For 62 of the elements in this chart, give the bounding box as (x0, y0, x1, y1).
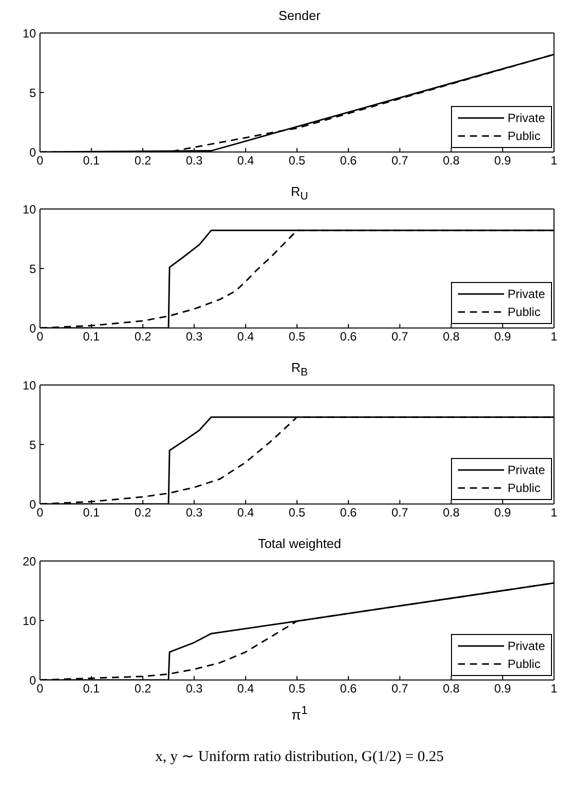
legend-label: Public (508, 129, 540, 143)
x-tick-label: 1 (550, 154, 558, 168)
x-tick-label: 0.1 (83, 154, 100, 168)
x-tick-label: 0.6 (340, 154, 358, 168)
chart-title: R$_{B}$ (290, 360, 309, 379)
x-tick-label: 0.9 (494, 506, 512, 520)
x-tick-label: 0.2 (134, 506, 152, 520)
y-tick-label: 5 (29, 438, 36, 452)
legend-label: Private (508, 287, 545, 301)
y-tick-label: 5 (29, 262, 36, 276)
x-tick-label: 0.7 (391, 506, 408, 520)
x-tick-label: 0.4 (237, 506, 254, 520)
chart-title: R$_{U}$ (290, 184, 310, 203)
x-tick-label: 0.5 (288, 682, 306, 696)
y-tick-label: 5 (29, 86, 36, 100)
x-tick-label: 0.4 (237, 154, 254, 168)
y-tick-label: 10 (22, 614, 36, 628)
x-tick-label: 0.7 (391, 682, 408, 696)
x-tick-label: 0.2 (134, 330, 152, 344)
y-tick-label: 10 (22, 202, 36, 216)
x-tick-label: 0.6 (340, 506, 358, 520)
x-tick-label: 0.8 (442, 330, 460, 344)
y-tick-label: 10 (22, 26, 36, 40)
legend-label: Public (508, 481, 540, 495)
x-tick-label: 0.4 (237, 682, 254, 696)
x-tick-label: 0.9 (494, 682, 512, 696)
x-tick-label: 0.4 (237, 330, 254, 344)
x-tick-label: 0.1 (83, 330, 100, 344)
text: x, y ∼ Uniform ratio distribution, G(1/2) = 0.25 (154, 748, 445, 766)
x-axis-title: π$^{1}$ (290, 704, 309, 723)
x-tick-label: 0.8 (442, 506, 460, 520)
x-tick-label: 1 (550, 506, 558, 520)
x-tick-label: 0.5 (288, 330, 306, 344)
x-tick-label: 0.2 (134, 154, 152, 168)
x-tick-label: 0.2 (134, 682, 152, 696)
chart-title: Total weighted (256, 536, 342, 553)
x-tick-label: 0.7 (391, 330, 408, 344)
x-tick-label: 0.1 (83, 682, 100, 696)
chart-title: Sender (278, 8, 322, 25)
x-tick-label: 0.9 (494, 330, 512, 344)
x-tick-label: 0.1 (83, 506, 100, 520)
x-tick-label: 0.6 (340, 682, 358, 696)
legend-label: Private (508, 639, 545, 653)
x-tick-label: 1 (550, 330, 558, 344)
x-tick-label: 0.3 (186, 682, 203, 696)
x-tick-label: 0.3 (186, 154, 203, 168)
x-tick-label: 0.5 (288, 506, 306, 520)
x-tick-label: 0.9 (494, 154, 512, 168)
x-tick-label: 0.5 (288, 154, 306, 168)
legend-label: Private (508, 463, 545, 477)
y-tick-label: 20 (22, 554, 36, 568)
x-tick-label: 0.3 (186, 506, 203, 520)
x-tick-label: 0.8 (442, 154, 460, 168)
x-tick-label: 0.6 (340, 330, 358, 344)
x-tick-label: 0.3 (186, 330, 203, 344)
x-tick-label: 1 (550, 682, 558, 696)
legend-label: Public (508, 305, 540, 319)
legend-label: Private (508, 111, 545, 125)
y-tick-label: 10 (22, 378, 36, 392)
x-tick-label: 0.7 (391, 154, 408, 168)
x-tick-label: 0.8 (442, 682, 460, 696)
legend-label: Public (508, 657, 540, 671)
